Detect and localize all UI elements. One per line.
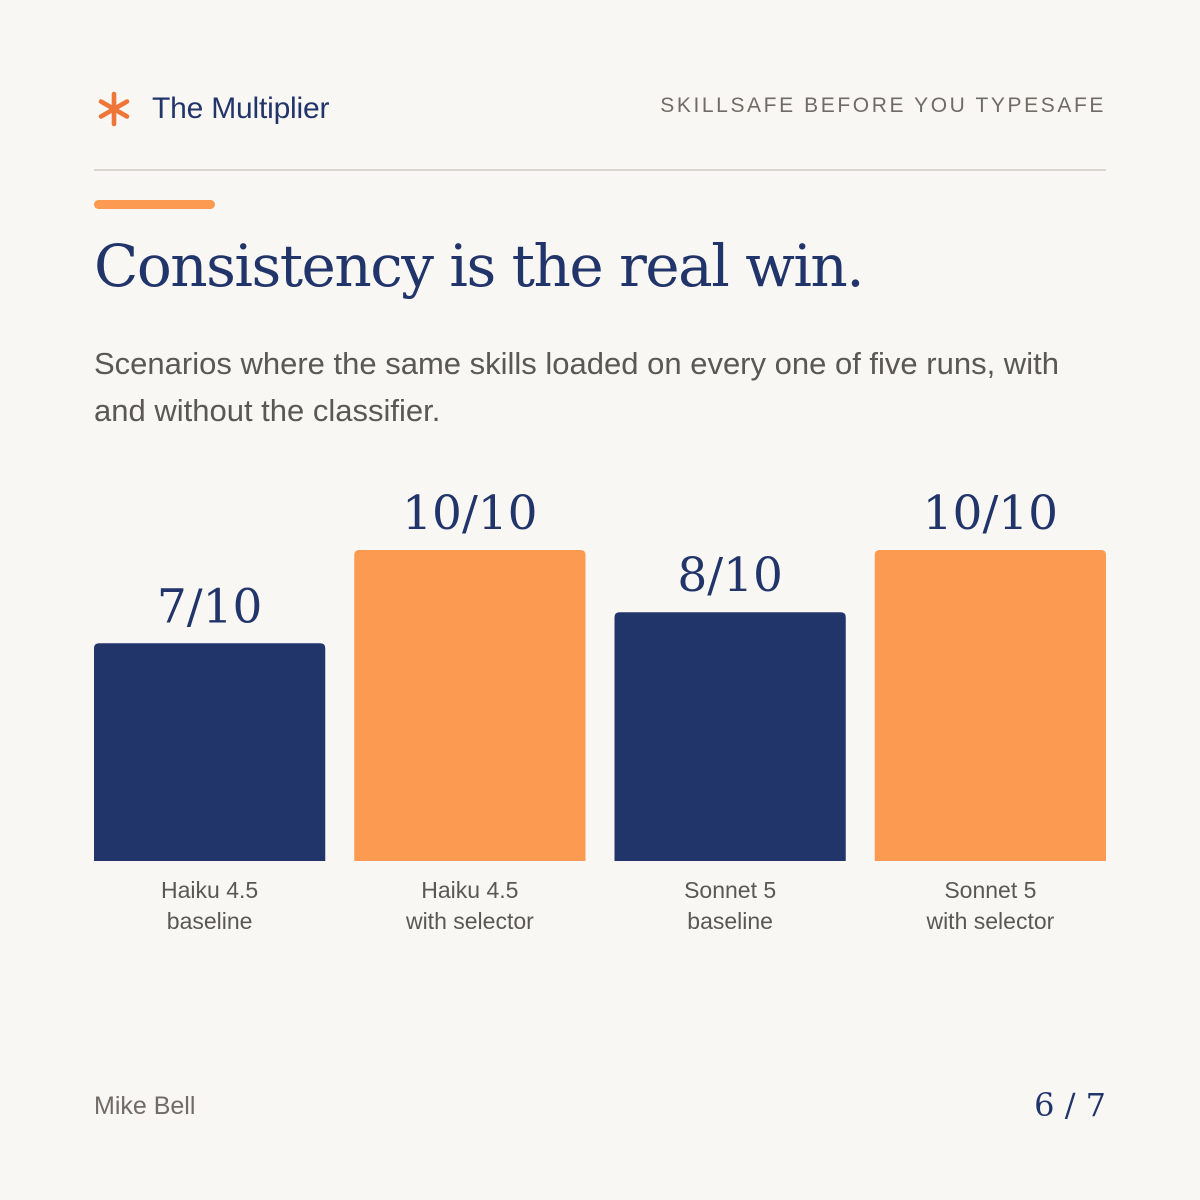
bar-3: [614, 612, 846, 861]
category-label-2-line-1: Haiku 4.5: [421, 877, 518, 903]
bar-1: [94, 643, 326, 861]
header-divider: [94, 169, 1106, 171]
bar-value-label-3: 8/10: [677, 548, 783, 603]
bar-value-label-2: 10/10: [402, 486, 537, 541]
page-title: Consistency is the real win.: [94, 232, 865, 300]
bar-value-label-4: 10/10: [923, 486, 1058, 541]
category-label-1-line-2: baseline: [167, 908, 253, 934]
category-label-4-line-1: Sonnet 5: [944, 877, 1036, 903]
brand-name: The Multiplier: [152, 92, 330, 125]
brand: The Multiplier: [96, 86, 329, 132]
bar-value-label-1: 7/10: [157, 579, 263, 634]
category-label-3-line-2: baseline: [687, 908, 773, 934]
asterisk-icon: [98, 91, 130, 127]
category-label-2-line-2: with selector: [405, 908, 534, 934]
category-label-4-line-2: with selector: [925, 908, 1054, 934]
accent-bar: [94, 200, 215, 209]
category-label-3-line-1: Sonnet 5: [684, 877, 776, 903]
page-subtitle: Scenarios where the same skills loaded o…: [94, 346, 1059, 428]
page-number: 6 / 7: [1034, 1086, 1106, 1124]
category-label-1-line-1: Haiku 4.5: [161, 877, 258, 903]
author-name: Mike Bell: [94, 1092, 196, 1120]
tagline: SKILLSAFE BEFORE YOU TYPESAFE: [660, 94, 1106, 117]
bar-2: [354, 550, 586, 861]
bar-4: [874, 550, 1106, 861]
